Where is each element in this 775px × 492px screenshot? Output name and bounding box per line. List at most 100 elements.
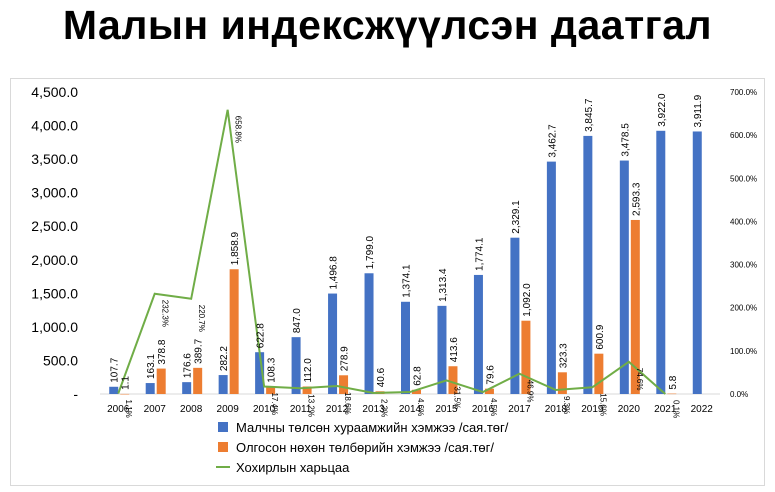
- x-tick-label: 2006: [107, 404, 130, 415]
- compensation-bar: [448, 366, 458, 394]
- premium-data-label: 1,374.1: [402, 264, 413, 298]
- y-left-tick-label: 2,500.0: [31, 218, 78, 234]
- loss-ratio-data-label: 13.2%: [307, 394, 316, 417]
- y-right-tick-label: 0.0%: [730, 390, 748, 399]
- premium-data-label: 1,313.4: [438, 268, 449, 302]
- premium-bar: [328, 293, 338, 394]
- compensation-data-label: 5.8: [668, 375, 679, 389]
- premium-data-label: 163.1: [146, 354, 157, 379]
- compensation-bar: [630, 219, 640, 394]
- premium-bar: [437, 305, 447, 394]
- compensation-bar: [266, 386, 276, 394]
- compensation-data-label: 389.7: [194, 338, 205, 363]
- y-left-tick-label: 4,000.0: [31, 118, 78, 134]
- premium-bar: [291, 337, 301, 394]
- x-tick-label: 2016: [472, 404, 495, 415]
- compensation-bar: [229, 269, 239, 394]
- x-tick-label: 2010: [253, 404, 276, 415]
- x-tick-label: 2021: [654, 404, 677, 415]
- premium-bar: [218, 375, 228, 394]
- chart-title: Малын индексжүүлсэн даатгал: [62, 2, 713, 48]
- x-tick-label: 2015: [435, 404, 458, 415]
- compensation-data-label: 40.6: [376, 367, 387, 387]
- loss-ratio-data-label: 232.3%: [161, 300, 170, 327]
- compensation-data-label: 1.1: [121, 376, 132, 390]
- y-left-tick-label: 4,500.0: [31, 84, 78, 100]
- y-right-tick-label: 600.0%: [730, 131, 757, 140]
- premium-bar: [401, 301, 410, 394]
- compensation-data-label: 108.3: [267, 357, 278, 382]
- x-tick-label: 2017: [508, 404, 531, 415]
- compensation-bar: [156, 368, 166, 394]
- compensation-data-label: 1,092.0: [522, 283, 533, 317]
- x-tick-label: 2019: [581, 404, 604, 415]
- compensation-bar: [193, 367, 203, 394]
- compensation-bar: [339, 375, 349, 394]
- legend-swatch-compensation: [218, 442, 228, 452]
- compensation-data-label: 1,858.9: [230, 231, 241, 265]
- compensation-data-label: 62.8: [413, 366, 424, 386]
- loss-ratio-data-label: 18.6%: [343, 392, 352, 415]
- premium-bar: [583, 135, 593, 394]
- premium-bar: [546, 161, 556, 394]
- premium-data-label: 176.6: [183, 353, 194, 378]
- premium-bar: [692, 131, 702, 394]
- x-tick-label: 2011: [290, 404, 312, 415]
- loss-ratio-data-label: 0.1%: [671, 400, 680, 418]
- x-tick-label: 2009: [217, 404, 240, 415]
- premium-data-label: 622.8: [256, 323, 267, 348]
- compensation-data-label: 378.8: [157, 339, 168, 364]
- compensation-bar: [412, 389, 421, 394]
- x-tick-label: 2020: [618, 404, 641, 415]
- compensation-bar: [120, 393, 130, 395]
- loss-ratio-data-label: 220.7%: [197, 305, 206, 332]
- loss-ratio-data-label: 4.5%: [489, 398, 498, 416]
- x-tick-label: 2012: [326, 404, 349, 415]
- x-tick-label: 2013: [362, 404, 385, 415]
- y-right-tick-label: 300.0%: [730, 261, 757, 270]
- compensation-data-label: 112.0: [303, 358, 314, 383]
- premium-data-label: 3,478.5: [620, 123, 631, 157]
- y-left-tick-label: 2,000.0: [31, 252, 78, 268]
- loss-ratio-data-label: 46.9%: [525, 380, 534, 403]
- compensation-bar: [667, 393, 677, 395]
- x-tick-label: 2008: [180, 404, 203, 415]
- compensation-data-label: 278.9: [340, 346, 351, 371]
- compensation-bar: [302, 386, 312, 394]
- premium-bar: [145, 383, 155, 394]
- compensation-bar: [521, 320, 531, 394]
- legend-label: Хохирлын харьцаа: [236, 460, 350, 475]
- loss-ratio-data-label: 9.3%: [562, 396, 571, 414]
- premium-data-label: 3,911.9: [693, 94, 704, 127]
- x-tick-label: 2014: [399, 404, 422, 415]
- loss-ratio-data-label: 658.8%: [234, 116, 243, 143]
- loss-ratio-data-label: 15.6%: [598, 393, 607, 416]
- premium-bar: [255, 352, 265, 394]
- legend-swatch-premium: [218, 422, 228, 432]
- y-left-tick-label: -: [73, 386, 78, 402]
- loss-ratio-data-label: 4.6%: [416, 398, 425, 416]
- premium-data-label: 3,462.7: [547, 124, 558, 158]
- premium-bar: [510, 237, 520, 394]
- x-tick-label: 2022: [691, 404, 714, 415]
- loss-ratio-data-label: 31.5%: [452, 386, 461, 409]
- premium-data-label: 282.2: [219, 346, 230, 371]
- loss-ratio-data-label: 1.1%: [124, 400, 133, 418]
- premium-data-label: 1,774.1: [474, 237, 485, 271]
- x-tick-label: 2007: [144, 404, 167, 415]
- compensation-bar: [594, 353, 604, 394]
- y-right-tick-label: 700.0%: [730, 88, 757, 97]
- compensation-data-label: 2,593.3: [631, 182, 642, 216]
- chart-area: [10, 78, 765, 486]
- premium-bar: [364, 273, 374, 394]
- y-left-tick-label: 3,000.0: [31, 185, 78, 201]
- premium-data-label: 3,845.7: [584, 98, 595, 132]
- premium-data-label: 2,329.1: [511, 200, 522, 234]
- compensation-data-label: 79.6: [485, 365, 496, 385]
- y-right-tick-label: 500.0%: [730, 174, 757, 183]
- premium-bar: [473, 274, 483, 394]
- y-left-tick-label: 1,000.0: [31, 319, 78, 335]
- compensation-data-label: 323.3: [558, 343, 569, 368]
- y-left-tick-label: 500.0: [43, 352, 78, 368]
